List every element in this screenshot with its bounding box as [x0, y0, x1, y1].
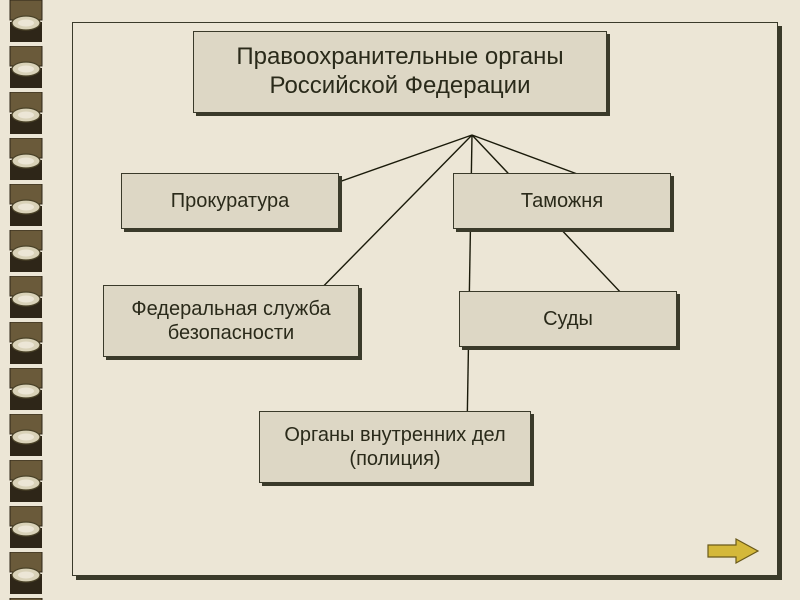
node-child-2-label: Федеральная служба безопасности — [110, 297, 352, 345]
node-child-1: Таможня — [453, 173, 671, 229]
binding-decoration — [0, 0, 52, 600]
node-child-4: Органы внутренних дел (полиция) — [259, 411, 531, 483]
next-slide-button[interactable] — [706, 537, 760, 570]
node-child-0: Прокуратура — [121, 173, 339, 229]
binding-svg — [0, 0, 52, 600]
slide-background: Правоохранительные органы Российской Фед… — [0, 0, 800, 600]
node-child-1-label: Таможня — [521, 189, 603, 213]
node-child-2: Федеральная служба безопасности — [103, 285, 359, 357]
node-child-0-label: Прокуратура — [171, 189, 290, 213]
arrow-right-icon — [706, 537, 760, 565]
node-root-label: Правоохранительные органы Российской Фед… — [200, 43, 600, 101]
node-root: Правоохранительные органы Российской Фед… — [193, 31, 607, 113]
node-child-3-label: Суды — [543, 307, 593, 331]
node-child-4-label: Органы внутренних дел (полиция) — [266, 423, 524, 471]
content-frame: Правоохранительные органы Российской Фед… — [72, 22, 778, 576]
node-child-3: Суды — [459, 291, 677, 347]
